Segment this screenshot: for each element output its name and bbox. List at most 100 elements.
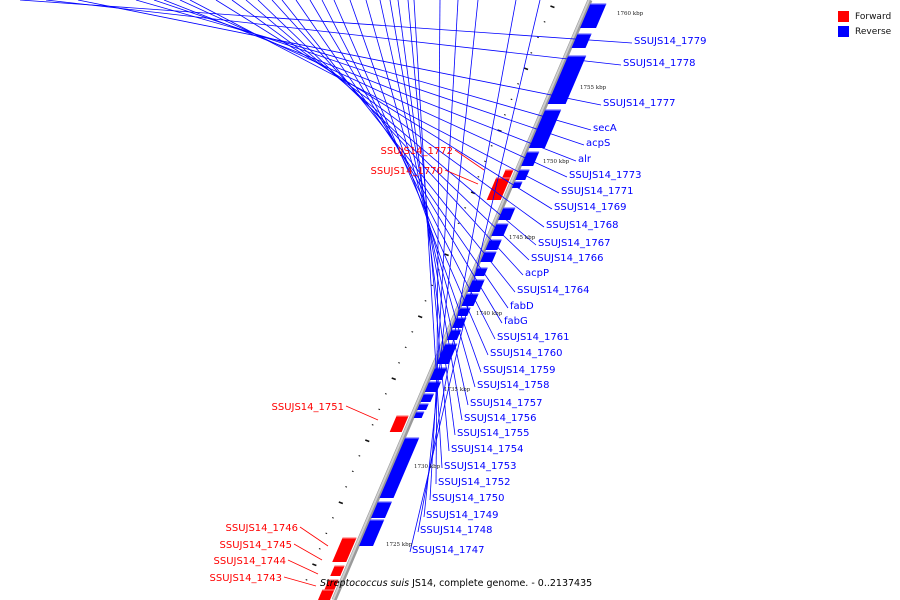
leader-ssujs14-1756 — [389, 0, 463, 421]
backbone-tick — [345, 486, 348, 488]
gene-block-fill — [511, 182, 523, 188]
legend-reverse: Reverse — [838, 24, 891, 39]
leader-ssujs14-1760 — [333, 0, 489, 356]
backbone-tick — [517, 83, 520, 85]
leader-ssujs14-1754 — [407, 0, 450, 452]
backbone-tick — [477, 176, 480, 178]
label-ssujs14-1757: SSUJS14_1757 — [470, 398, 543, 409]
label-ssujs14-1748: SSUJS14_1748 — [420, 525, 493, 536]
reverse-gene-block — [515, 169, 530, 180]
leader-ssujs14-1757 — [379, 0, 469, 406]
scale-label: 1760 kbp — [617, 11, 644, 17]
gene-block-fill — [571, 34, 592, 48]
label-ssujs14-1759: SSUJS14_1759 — [483, 365, 556, 376]
label-ssujs14-1778: SSUJS14_1778 — [623, 58, 696, 69]
leader-ssujs14-1755 — [397, 0, 456, 436]
leader-ssujs14-1766 — [257, 0, 530, 261]
label-leader-lines — [19, 0, 633, 587]
backbone-tick — [358, 455, 361, 457]
backbone-tick — [444, 253, 449, 257]
backbone-tick — [305, 579, 308, 581]
leader-ssujs14-1751 — [345, 405, 379, 421]
leader-ssujs14-1764 — [281, 0, 516, 293]
leader-alr — [163, 0, 577, 162]
leader-ssujs14-1752 — [435, 0, 441, 485]
reverse-gene-block — [413, 411, 425, 418]
label-ssujs14-1761: SSUJS14_1761 — [497, 332, 570, 343]
forward-gene-block — [324, 579, 339, 590]
gene-block-fill — [429, 368, 447, 380]
label-ssujs14-1754: SSUJS14_1754 — [451, 444, 524, 455]
leader-ssujs14-1758 — [365, 0, 476, 388]
backbone-tick — [391, 377, 397, 381]
label-ssujs14-1753: SSUJS14_1753 — [444, 461, 517, 472]
label-ssujs14-1756: SSUJS14_1756 — [464, 413, 537, 424]
backbone-tick — [325, 532, 328, 535]
forward-gene-block — [502, 169, 514, 178]
scale-label: 1725 kbp — [386, 542, 413, 548]
label-ssujs14-1771: SSUJS14_1771 — [561, 186, 634, 197]
label-acps: acpS — [586, 138, 610, 149]
label-alr: alr — [578, 154, 592, 165]
backbone-tick — [550, 5, 555, 9]
forward-swatch — [838, 11, 849, 22]
backbone-tick — [523, 67, 529, 71]
leader-ssujs14-1749 — [423, 0, 479, 518]
forward-gene-block — [332, 537, 357, 562]
leader-ssujs14-1772 — [454, 149, 485, 171]
backbone-tick — [318, 548, 321, 550]
backbone-tick — [331, 517, 334, 519]
forward-gene-block — [318, 589, 335, 600]
label-ssujs14-1777: SSUJS14_1777 — [603, 98, 676, 109]
forward-gene-block — [389, 415, 409, 432]
leader-ssujs14-1773 — [179, 0, 568, 178]
reverse-gene-block — [420, 393, 434, 402]
caption-rest: JS14, complete genome. - 0..2137435 — [409, 578, 593, 589]
label-fabg: fabG — [504, 316, 528, 327]
scale-label: 1740 kbp — [476, 311, 503, 317]
gene-block-fill — [580, 4, 607, 28]
label-ssujs14-1779: SSUJS14_1779 — [634, 36, 707, 47]
backbone-tick — [484, 160, 487, 163]
backbone-tick — [530, 52, 533, 54]
backbone-tick — [364, 439, 370, 443]
backbone-tick — [510, 98, 513, 101]
backbone-tick — [424, 300, 427, 302]
label-ssujs14-1752: SSUJS14_1752 — [438, 477, 511, 488]
leader-ssujs14-1771 — [189, 0, 560, 194]
label-ssujs14-1772: SSUJS14_1772 — [381, 146, 454, 157]
scale-label: 1730 kbp — [414, 464, 441, 470]
label-ssujs14-1747: SSUJS14_1747 — [412, 545, 485, 556]
backbone-tick — [503, 114, 506, 116]
label-ssujs14-1767: SSUJS14_1767 — [538, 238, 611, 249]
label-seca: secA — [593, 123, 617, 134]
backbone-tick — [338, 501, 344, 505]
backbone-tick — [457, 222, 460, 225]
gene-block-fill — [318, 590, 335, 600]
backbone-tick — [404, 346, 407, 349]
gene-block-fill — [491, 224, 509, 236]
leader-ssujs14-1769 — [215, 0, 553, 210]
scale-labels: 1760 kbp 1755 kbp 1750 kbp 1745 kbp 1740 kbp… — [386, 11, 644, 548]
leader-fabg — [309, 0, 503, 324]
backbone-tick — [384, 393, 387, 395]
leader-acpp — [271, 0, 524, 276]
reverse-gene-block — [359, 519, 385, 546]
forward-gene-block — [330, 565, 345, 576]
reverse-gene-block — [571, 33, 592, 48]
scale-label: 1735 kbp — [444, 387, 471, 393]
label-ssujs14-1764: SSUJS14_1764 — [517, 285, 590, 296]
gene-block-fill — [413, 412, 425, 418]
reverse-gene-block — [511, 181, 523, 188]
label-ssujs14-1769: SSUJS14_1769 — [554, 202, 627, 213]
leader-ssujs14-1778 — [45, 0, 622, 66]
leader-ssujs14-1759 — [349, 0, 482, 373]
leader-ssujs14-1777 — [77, 0, 602, 106]
label-ssujs14-1760: SSUJS14_1760 — [490, 348, 563, 359]
gene-block-fill — [370, 502, 392, 518]
backbone-tick — [537, 36, 539, 39]
gene-labels: SSUJS14_1779 SSUJS14_1778 SSUJS14_1777 secA… — [210, 36, 707, 584]
gene-block-fill — [417, 404, 429, 410]
backbone-tick — [543, 21, 546, 23]
label-ssujs14-1766: SSUJS14_1766 — [531, 253, 604, 264]
